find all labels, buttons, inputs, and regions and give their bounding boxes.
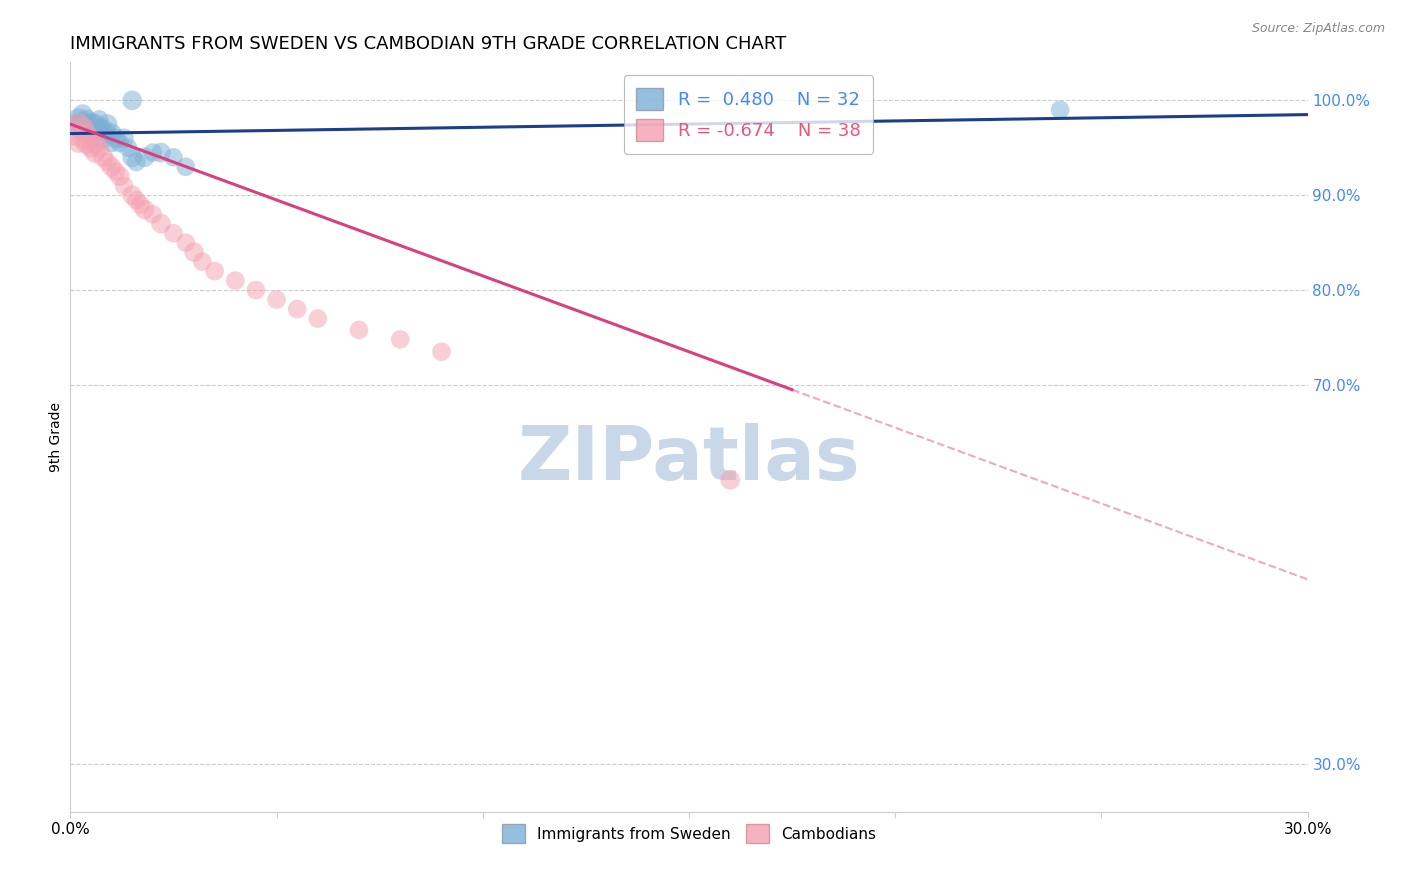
Point — [718, 473, 741, 487]
Point — [84, 127, 107, 141]
Point — [91, 121, 114, 136]
Point — [67, 117, 90, 131]
Point — [72, 121, 94, 136]
Point — [104, 164, 127, 178]
Y-axis label: 9th Grade: 9th Grade — [49, 402, 63, 472]
Point — [150, 145, 173, 160]
Point — [80, 127, 103, 141]
Point — [121, 150, 143, 164]
Point — [91, 150, 114, 164]
Point — [1049, 103, 1071, 117]
Point — [80, 117, 103, 131]
Point — [84, 117, 107, 131]
Point — [121, 94, 143, 108]
Point — [121, 188, 143, 202]
Point — [134, 202, 156, 217]
Text: Source: ZipAtlas.com: Source: ZipAtlas.com — [1251, 22, 1385, 36]
Point — [150, 217, 173, 231]
Point — [72, 117, 94, 131]
Point — [112, 178, 135, 193]
Point — [125, 193, 148, 207]
Point — [100, 127, 122, 141]
Point — [100, 160, 122, 174]
Point — [191, 254, 214, 268]
Point — [89, 121, 111, 136]
Point — [174, 160, 197, 174]
Point — [108, 169, 131, 184]
Point — [245, 283, 267, 297]
Point — [76, 112, 98, 127]
Point — [142, 207, 165, 221]
Point — [104, 131, 127, 145]
Point — [224, 274, 246, 288]
Point — [430, 344, 453, 359]
Point — [174, 235, 197, 250]
Point — [108, 136, 131, 150]
Point — [67, 121, 90, 136]
Point — [142, 145, 165, 160]
Point — [96, 127, 118, 141]
Point — [84, 136, 107, 150]
Point — [266, 293, 288, 307]
Point — [285, 301, 308, 316]
Point — [76, 127, 98, 141]
Point — [72, 107, 94, 121]
Point — [89, 112, 111, 127]
Point — [76, 121, 98, 136]
Text: ZIPatlas: ZIPatlas — [517, 423, 860, 496]
Point — [91, 131, 114, 145]
Point — [134, 150, 156, 164]
Point — [162, 150, 184, 164]
Point — [80, 131, 103, 145]
Point — [162, 226, 184, 240]
Point — [80, 141, 103, 155]
Point — [204, 264, 226, 278]
Point — [389, 332, 412, 346]
Point — [183, 245, 205, 260]
Point — [100, 136, 122, 150]
Point — [89, 141, 111, 155]
Point — [76, 136, 98, 150]
Point — [63, 117, 86, 131]
Point — [72, 131, 94, 145]
Point — [307, 311, 329, 326]
Point — [347, 323, 370, 337]
Point — [84, 145, 107, 160]
Point — [67, 112, 90, 127]
Point — [125, 155, 148, 169]
Point — [117, 141, 139, 155]
Text: IMMIGRANTS FROM SWEDEN VS CAMBODIAN 9TH GRADE CORRELATION CHART: IMMIGRANTS FROM SWEDEN VS CAMBODIAN 9TH … — [70, 35, 786, 53]
Point — [63, 127, 86, 141]
Point — [96, 155, 118, 169]
Point — [112, 131, 135, 145]
Legend: Immigrants from Sweden, Cambodians: Immigrants from Sweden, Cambodians — [496, 818, 882, 849]
Point — [129, 197, 152, 211]
Point — [96, 117, 118, 131]
Point — [67, 136, 90, 150]
